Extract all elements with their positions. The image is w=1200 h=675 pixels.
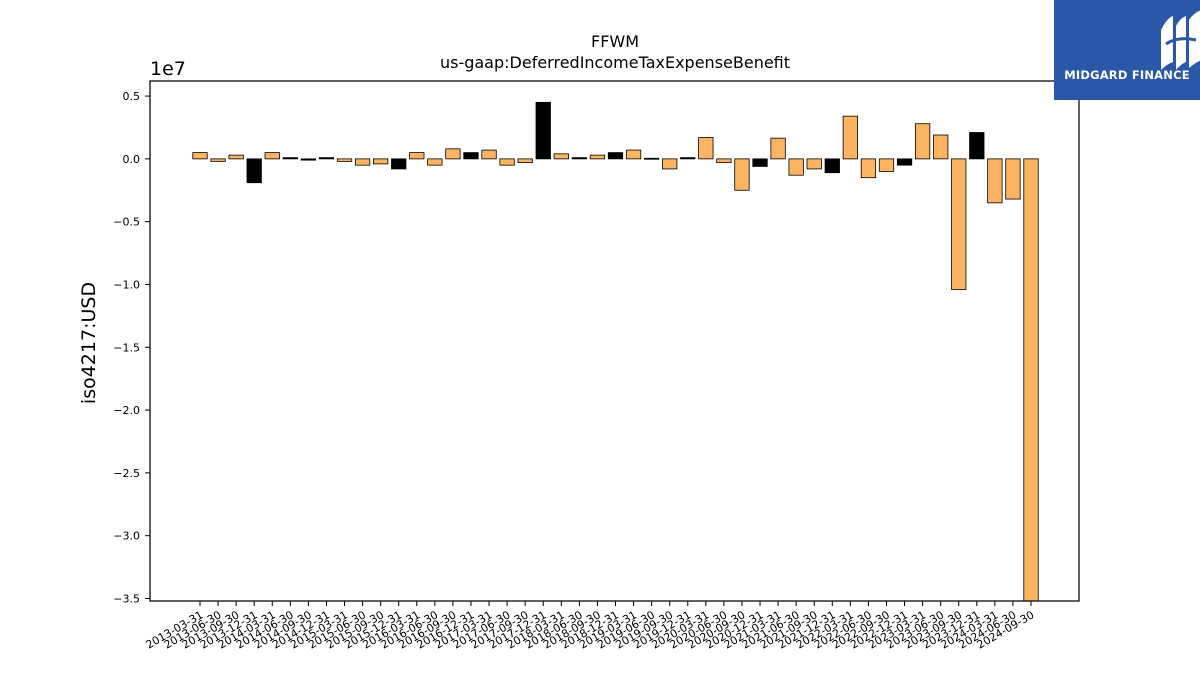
- bar-2018-03-31: [553, 153, 569, 160]
- bar-2021-12-31: [824, 158, 840, 174]
- bar-2023-06-30: [933, 134, 949, 160]
- bar-2018-12-31: [607, 152, 624, 160]
- y-tick-label: −1.5: [113, 341, 140, 354]
- y-tick-label: −2.0: [113, 404, 140, 417]
- bar-2017-09-30: [517, 158, 533, 164]
- bar-2015-12-31: [391, 158, 407, 170]
- bar-2015-06-30: [354, 158, 371, 166]
- y-axis-label: iso4217:USD: [78, 282, 100, 404]
- bar-2013-03-31: [192, 152, 208, 160]
- bar-2019-06-30: [644, 157, 660, 160]
- bar-2023-09-30: [951, 158, 967, 290]
- bar-2020-03-31: [698, 137, 714, 160]
- bar-2022-09-30: [878, 158, 895, 172]
- x-axis: 2013-03-312013-06-302013-09-302013-12-31…: [144, 601, 1037, 652]
- bar-2024-03-31: [987, 158, 1003, 204]
- bar-2017-12-31: [535, 101, 551, 160]
- bar-2014-03-31: [264, 152, 280, 160]
- bars: [192, 101, 1039, 602]
- bar-2019-09-30: [662, 158, 678, 170]
- y-tick-label: 0.0: [123, 153, 141, 166]
- bar-2018-09-30: [589, 154, 606, 160]
- brand-name: MIDGARD FINANCE: [1064, 68, 1190, 82]
- y-tick-label: −1.0: [113, 278, 140, 291]
- chart-subtitle: us-gaap:DeferredIncomeTaxExpenseBenefit: [440, 53, 790, 72]
- bar-2014-06-30: [282, 157, 298, 160]
- bar-2013-06-30: [210, 158, 226, 162]
- chart-title: FFWM: [591, 32, 639, 51]
- midgard-logo-icon: [1161, 10, 1200, 70]
- bar-2022-12-31: [896, 158, 913, 166]
- bar-2021-03-31: [770, 137, 786, 160]
- bar-2015-09-30: [373, 158, 389, 165]
- bar-2017-06-30: [499, 158, 515, 166]
- bar-2024-06-30: [1005, 158, 1021, 200]
- bar-2022-03-31: [842, 115, 858, 160]
- bar-2019-12-31: [680, 157, 696, 160]
- y-tick-label: −0.5: [113, 216, 140, 229]
- bar-2015-03-31: [336, 158, 353, 162]
- bar-2014-12-31: [318, 157, 335, 160]
- y-axis: 0.5 0.0 −0.5 −1.0 −1.5 −2.0 −2.5 −3.0 −3.5: [113, 90, 150, 605]
- bar-2024-09-30: [1023, 158, 1039, 602]
- y-tick-label: −3.0: [113, 530, 140, 543]
- bar-2017-03-31: [481, 149, 497, 160]
- bar-2023-12-31: [969, 132, 985, 160]
- bar-2019-03-31: [625, 149, 642, 160]
- plot-frame: [149, 80, 1080, 602]
- bar-2014-09-30: [300, 158, 317, 161]
- bar-2013-12-31: [246, 158, 262, 184]
- y-tick-label: 0.5: [123, 90, 141, 103]
- bar-2016-12-31: [463, 152, 479, 160]
- bar-2021-09-30: [806, 158, 822, 170]
- bar-2021-06-30: [788, 158, 804, 176]
- y-tick-label: −3.5: [113, 592, 140, 605]
- bar-2016-09-30: [445, 148, 461, 160]
- bar-2016-03-31: [409, 152, 425, 160]
- brand-logo: MIDGARD FINANCE: [1054, 0, 1200, 100]
- y-tick-label: −2.5: [113, 467, 140, 480]
- bar-2018-06-30: [571, 157, 587, 160]
- y-offset-label: 1e7: [150, 58, 186, 80]
- bar-2016-06-30: [427, 158, 443, 166]
- bar-2023-03-31: [914, 123, 931, 160]
- bar-2020-06-30: [716, 158, 732, 164]
- bar-2022-06-30: [860, 158, 877, 179]
- bar-2020-09-30: [734, 158, 750, 191]
- bar-2013-09-30: [228, 154, 244, 160]
- bar-2020-12-31: [752, 158, 768, 167]
